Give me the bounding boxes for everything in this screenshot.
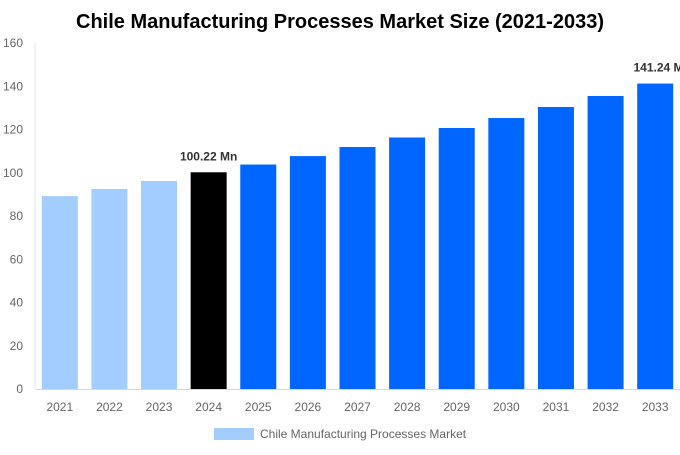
bar-2024[interactable] [190,172,227,389]
x-tick-label: 2028 [394,400,421,414]
bar-2025[interactable] [240,164,277,389]
x-tick-label: 2025 [245,400,272,414]
bar-2022[interactable] [91,188,128,389]
x-axis: 2021 2022 2023 2024 2025 2026 2027 2028 2029 2030… [46,400,668,414]
y-axis: 0 20 40 60 80 100 120 140 160 [3,36,680,396]
bars [41,83,674,390]
y-tick-label: 80 [10,209,24,223]
x-tick-label: 2027 [344,400,371,414]
legend-swatch [214,428,254,440]
legend-label: Chile Manufacturing Processes Market [260,427,467,441]
x-tick-label: 2026 [295,400,322,414]
data-label: 141.24 Mn [634,61,680,75]
bar-2023[interactable] [141,180,178,389]
y-tick-label: 140 [3,79,23,93]
x-tick-label: 2031 [543,400,570,414]
x-tick-label: 2023 [146,400,173,414]
bar-2031[interactable] [537,107,574,389]
bar-2026[interactable] [289,156,326,389]
y-tick-label: 100 [3,166,23,180]
bar-2033[interactable] [637,83,674,390]
x-tick-label: 2030 [493,400,520,414]
bar-2029[interactable] [438,127,475,389]
x-tick-label: 2022 [96,400,123,414]
y-tick-label: 40 [10,296,24,310]
annotations: 100.22 Mn 141.24 Mn [180,61,680,164]
x-tick-label: 2029 [443,400,470,414]
y-tick-label: 0 [16,382,23,396]
bar-2027[interactable] [339,147,376,389]
legend[interactable]: Chile Manufacturing Processes Market [214,427,467,441]
y-tick-label: 160 [3,36,23,50]
x-tick-label: 2032 [592,400,619,414]
x-tick-label: 2021 [46,400,73,414]
bar-2030[interactable] [488,118,525,389]
bar-2021[interactable] [41,196,78,389]
y-tick-label: 120 [3,123,23,137]
x-tick-label: 2024 [195,400,222,414]
y-tick-label: 60 [10,252,24,266]
x-tick-label: 2033 [642,400,669,414]
bar-2028[interactable] [389,137,426,389]
chart-title: Chile Manufacturing Processes Market Siz… [76,11,604,33]
bar-2032[interactable] [587,95,624,389]
y-tick-label: 20 [10,339,24,353]
data-label: 100.22 Mn [180,149,237,163]
